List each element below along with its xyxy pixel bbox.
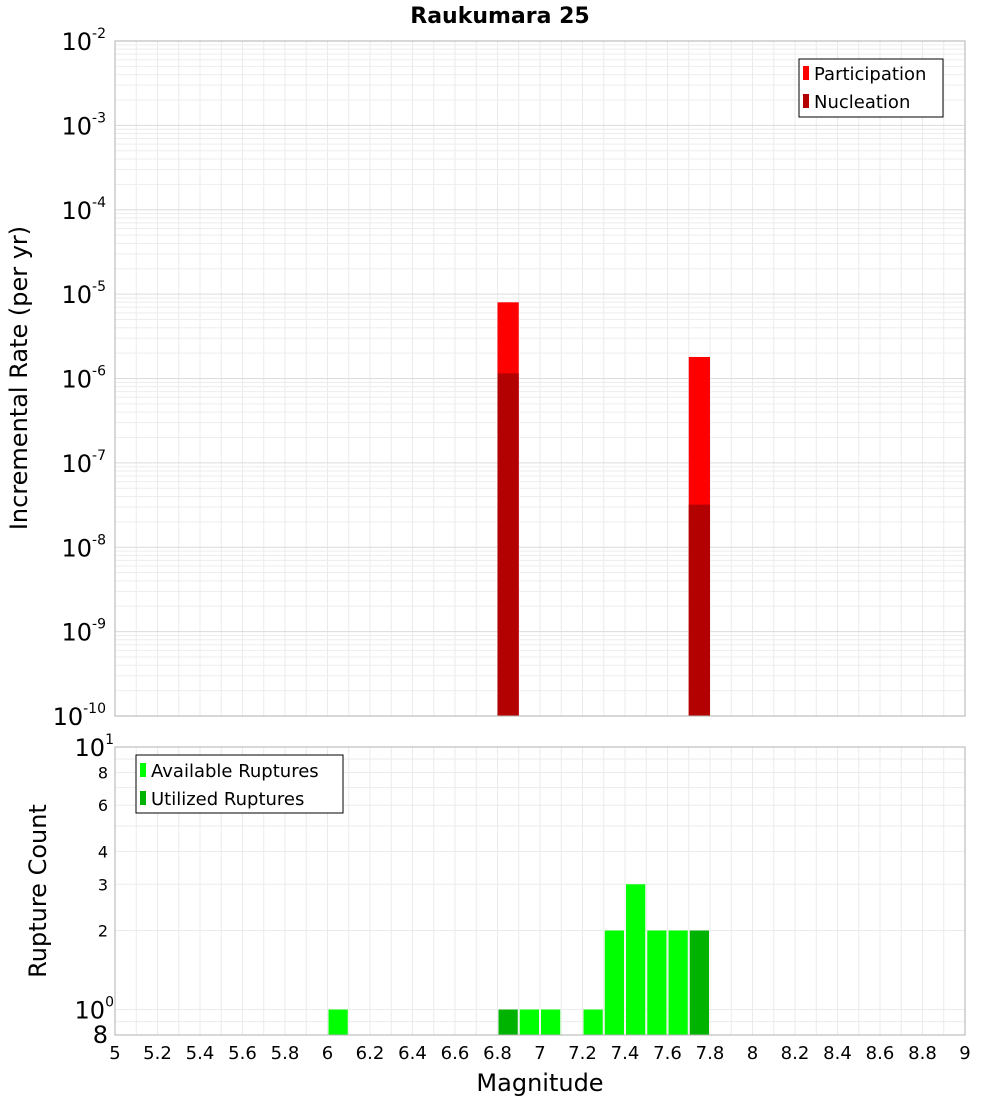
bottom-y-tick-label: 8 (98, 763, 108, 782)
x-axis-label: Magnitude (476, 1069, 603, 1097)
bar-available-ruptures-6.05 (328, 1009, 348, 1035)
bottom-legend: Available Ruptures Utilized Ruptures (135, 754, 344, 814)
bottom-y-tick-label: 2 (98, 922, 108, 941)
legend-label-utilized-ruptures: Utilized Ruptures (151, 789, 304, 810)
legend-swatch-nucleation (803, 94, 809, 108)
top-legend-box (798, 58, 944, 118)
top-grid (115, 41, 965, 716)
x-tick-label: 8.4 (823, 1043, 852, 1064)
bar-available-ruptures-6.95 (519, 1009, 539, 1035)
top-y-axis-label: Incremental Rate (per yr) (5, 226, 33, 530)
x-tick-label: 8.6 (866, 1043, 895, 1064)
top-bars (497, 302, 710, 716)
top-legend: Participation Nucleation (798, 58, 944, 118)
bar-nucleation-7.75 (688, 504, 710, 716)
top-y-tick-label: 10-4 (61, 195, 106, 225)
bar-utilized-ruptures-6.85 (498, 1009, 518, 1035)
top-y-tick-label: 10-5 (61, 279, 106, 309)
bar-available-ruptures-7.55 (647, 930, 667, 1035)
bottom-legend-box (135, 754, 344, 814)
legend-swatch-available-ruptures (140, 763, 146, 777)
x-tick-label: 8.2 (781, 1043, 810, 1064)
x-tick-label: 8 (747, 1043, 758, 1064)
bottom-bars (328, 884, 709, 1035)
bar-nucleation-6.85 (497, 373, 519, 716)
bar-utilized-ruptures-7.75 (689, 930, 709, 1035)
x-tick-label: 7.2 (568, 1043, 597, 1064)
bottom-y-tick-label: 3 (98, 875, 108, 894)
top-y-tick-label: 10-10 (53, 701, 106, 731)
top-y-tick-label: 10-2 (61, 26, 106, 56)
top-y-tick-label: 10-7 (61, 448, 106, 478)
bar-available-ruptures-7.05 (541, 1009, 561, 1035)
chart-title: Raukumara 25 (410, 4, 589, 29)
legend-swatch-participation (803, 66, 809, 80)
x-tick-label: 7.6 (653, 1043, 682, 1064)
x-tick-label: 6.2 (356, 1043, 385, 1064)
x-tick-label: 6.6 (441, 1043, 470, 1064)
x-tick-label: 6.4 (398, 1043, 427, 1064)
top-y-tick-label: 10-3 (61, 110, 106, 140)
bottom-y-power-label: 101 (75, 732, 114, 762)
top-y-tick-label: 10-9 (61, 617, 106, 647)
x-tick-label: 7.8 (696, 1043, 725, 1064)
legend-label-available-ruptures: Available Ruptures (151, 761, 319, 782)
x-tick-label: 6.8 (483, 1043, 512, 1064)
bottom-y-tick-label: 8 (93, 1021, 108, 1049)
bar-available-ruptures-7.45 (626, 884, 646, 1035)
x-tick-label: 5.4 (186, 1043, 215, 1064)
x-tick-label: 9 (959, 1043, 970, 1064)
top-y-tick-label: 10-6 (61, 364, 106, 394)
bottom-plot-frame (114, 746, 966, 1036)
legend-label-nucleation: Nucleation (814, 92, 910, 113)
x-tick-label: 6 (322, 1043, 333, 1064)
x-tick-label: 8.8 (908, 1043, 937, 1064)
x-tick-label: 5.2 (143, 1043, 172, 1064)
bar-available-ruptures-7.65 (668, 930, 688, 1035)
bottom-y-tick-label: 6 (98, 796, 108, 815)
legend-label-participation: Participation (814, 64, 926, 85)
x-tick-label: 7 (534, 1043, 545, 1064)
bottom-y-power-label: 100 (75, 995, 114, 1025)
legend-swatch-utilized-ruptures (140, 791, 146, 805)
bottom-y-tick-label: 4 (98, 842, 108, 861)
bar-available-ruptures-7.25 (583, 1009, 603, 1035)
x-tick-label: 5 (109, 1043, 120, 1064)
top-y-ticks: 10-10 10-9 10-8 10-7 10-6 10-5 10-4 10-3 10-2 (53, 26, 107, 731)
x-tick-label: 7.4 (611, 1043, 640, 1064)
bottom-y-axis-label: Rupture Count (24, 804, 52, 978)
bar-available-ruptures-7.35 (604, 930, 624, 1035)
bottom-x-ticks: 5 5.2 5.4 5.6 5.8 6 6.2 6.4 6.6 6.8 7 7.2 7.4 7.6 7.8 8… (109, 1043, 970, 1064)
top-y-tick-label: 10-8 (61, 532, 106, 562)
x-tick-label: 5.6 (228, 1043, 257, 1064)
top-plot-frame (114, 40, 966, 717)
x-tick-label: 5.8 (271, 1043, 300, 1064)
